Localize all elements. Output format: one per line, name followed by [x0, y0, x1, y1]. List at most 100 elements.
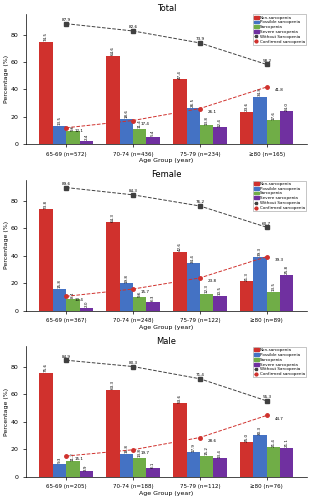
Text: 2.0: 2.0 [84, 300, 88, 307]
Bar [39, 210, 53, 310]
Text: 17.9: 17.9 [191, 442, 195, 452]
Bar [187, 452, 200, 477]
Text: 15.7: 15.7 [141, 290, 150, 294]
Text: 84.9: 84.9 [62, 354, 71, 358]
Text: 39.3: 39.3 [275, 258, 284, 262]
Bar [120, 119, 133, 144]
Text: 2.4: 2.4 [84, 134, 88, 140]
Text: 6.1: 6.1 [151, 462, 155, 468]
Title: Male: Male [156, 336, 176, 345]
Text: 64.6: 64.6 [111, 46, 115, 55]
Text: 58.2: 58.2 [262, 59, 271, 63]
Text: 13.8: 13.8 [138, 448, 142, 457]
Text: 12.1: 12.1 [74, 129, 83, 133]
Text: 8.4: 8.4 [71, 292, 75, 298]
Text: 12.4: 12.4 [218, 118, 222, 126]
X-axis label: Age Group (year): Age Group (year) [139, 158, 193, 164]
X-axis label: Age Group (year): Age Group (year) [139, 324, 193, 330]
Bar [80, 308, 93, 310]
Text: 15.2: 15.2 [205, 446, 209, 455]
Bar [146, 137, 160, 144]
Text: 73.9: 73.9 [195, 38, 204, 42]
Text: 76.2: 76.2 [195, 200, 204, 204]
Text: 15.8: 15.8 [58, 279, 62, 288]
Bar [200, 456, 213, 477]
Text: 9.6: 9.6 [71, 124, 75, 130]
Bar [240, 442, 253, 477]
Text: 24.0: 24.0 [285, 102, 289, 111]
Text: 6.3: 6.3 [151, 295, 155, 302]
Text: 13.4: 13.4 [218, 449, 222, 458]
Text: 39.3: 39.3 [258, 247, 262, 256]
Bar [66, 131, 80, 144]
Bar [200, 126, 213, 144]
Text: 23.6: 23.6 [245, 102, 249, 112]
Y-axis label: Percentage (%): Percentage (%) [4, 222, 9, 270]
Bar [80, 472, 93, 477]
Bar [173, 403, 187, 477]
Legend: Non-sarcopenia, Possible sarcopenia, Sarcopenia, Severe sarcopenia, Without Sarc: Non-sarcopenia, Possible sarcopenia, Sar… [253, 180, 306, 211]
Text: 64.3: 64.3 [111, 212, 115, 222]
Text: 10.5: 10.5 [218, 286, 222, 296]
Text: 47.4: 47.4 [178, 70, 182, 78]
Bar [267, 292, 280, 310]
Bar [280, 448, 294, 477]
Bar [106, 56, 120, 144]
Bar [253, 96, 267, 144]
Text: 34.4: 34.4 [191, 254, 195, 262]
Title: Female: Female [151, 170, 182, 179]
Bar [187, 264, 200, 310]
Bar [53, 464, 66, 477]
Bar [213, 128, 227, 144]
Text: 26.5: 26.5 [191, 98, 195, 108]
Bar [267, 448, 280, 477]
Text: 10.4: 10.4 [74, 298, 83, 302]
Text: 30.3: 30.3 [258, 426, 262, 434]
Text: 74.5: 74.5 [44, 32, 48, 42]
Text: 13.5: 13.5 [272, 282, 276, 292]
Text: 13.5: 13.5 [58, 116, 62, 125]
Bar [133, 128, 146, 144]
Bar [66, 462, 80, 477]
Text: 15.1: 15.1 [74, 458, 83, 462]
Bar [106, 222, 120, 310]
Bar [200, 294, 213, 310]
Text: 23.8: 23.8 [208, 280, 217, 283]
Bar [133, 458, 146, 477]
Text: 80.3: 80.3 [128, 361, 137, 365]
Text: 5.4: 5.4 [151, 130, 155, 136]
Text: 21.1: 21.1 [285, 438, 289, 447]
Text: 34.8: 34.8 [258, 87, 262, 96]
Text: 21.3: 21.3 [245, 272, 249, 280]
Bar [133, 298, 146, 310]
Text: 9.6: 9.6 [138, 290, 142, 296]
Legend: Non-sarcopenia, Possible sarcopenia, Sarcopenia, Severe sarcopenia, Without Sarc: Non-sarcopenia, Possible sarcopenia, Sar… [253, 347, 306, 378]
Text: 9.3: 9.3 [58, 457, 62, 464]
Bar [146, 302, 160, 310]
Y-axis label: Percentage (%): Percentage (%) [4, 388, 9, 436]
Bar [240, 282, 253, 310]
Text: 13.8: 13.8 [205, 116, 209, 125]
Text: 89.6: 89.6 [62, 182, 71, 186]
Bar [66, 299, 80, 310]
Text: 71.4: 71.4 [195, 373, 204, 377]
Bar [39, 373, 53, 477]
Text: 18.6: 18.6 [124, 109, 128, 118]
Text: 73.8: 73.8 [44, 200, 48, 208]
Bar [280, 275, 294, 310]
Text: 55.3: 55.3 [262, 395, 271, 399]
Text: 26.1: 26.1 [208, 110, 217, 114]
Bar [267, 120, 280, 144]
Text: 25.8: 25.8 [285, 266, 289, 274]
Text: 63.3: 63.3 [111, 380, 115, 389]
Bar [39, 42, 53, 144]
Text: 19.7: 19.7 [141, 451, 150, 455]
Bar [106, 390, 120, 477]
Text: 12.3: 12.3 [205, 284, 209, 293]
Text: 17.6: 17.6 [272, 110, 276, 120]
Text: 42.6: 42.6 [178, 242, 182, 252]
Text: 17.4: 17.4 [141, 122, 150, 126]
Text: 53.6: 53.6 [178, 394, 182, 402]
X-axis label: Age Group (year): Age Group (year) [139, 491, 193, 496]
Text: 41.8: 41.8 [275, 88, 284, 92]
